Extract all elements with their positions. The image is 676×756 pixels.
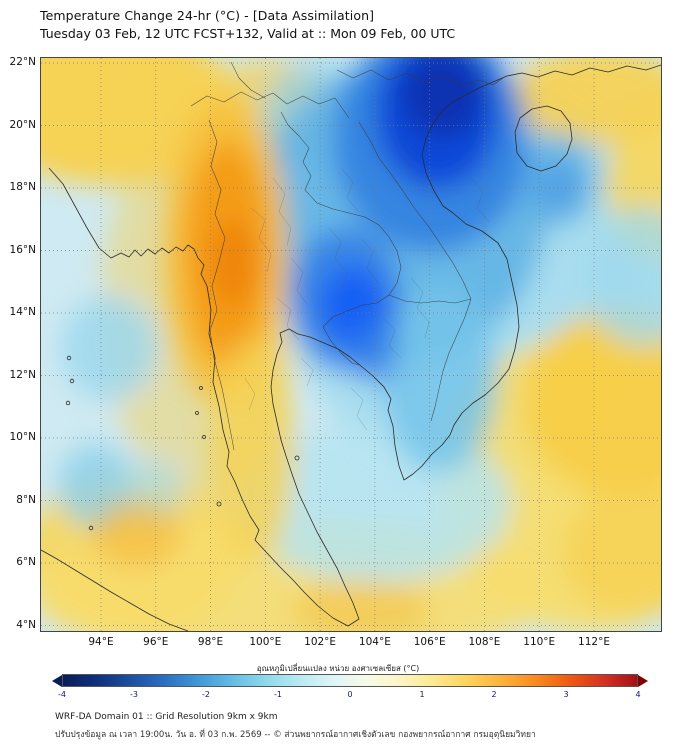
lon-tick-label: 94°E — [88, 636, 114, 648]
colorbar-tick-label: -2 — [202, 690, 210, 699]
colorbar-tick-label: 0 — [347, 690, 353, 699]
border-cambodia-laos — [388, 294, 472, 304]
colorbar-spacer — [40, 674, 52, 687]
province-borders — [244, 137, 490, 431]
colorbar-tick-label: -1 — [274, 690, 282, 699]
lat-tick-label: 4°N — [16, 618, 36, 631]
island — [216, 501, 222, 507]
lon-tick-label: 98°E — [197, 636, 224, 648]
lon-tick-label: 112°E — [578, 636, 610, 648]
colorbar-tick-label: 2 — [491, 690, 497, 699]
lon-tick-label: 106°E — [413, 636, 446, 648]
footer-domain-info: WRF-DA Domain 01 :: Grid Resolution 9km … — [55, 712, 278, 722]
border-thailand-laos — [280, 111, 402, 306]
graticule-grid — [41, 58, 661, 631]
map-frame — [40, 57, 662, 632]
border-vietnam-china — [336, 69, 504, 87]
border-laos-vietnam — [358, 121, 472, 300]
lat-tick-label: 18°N — [9, 181, 36, 193]
map-title: Temperature Change 24-hr (°C) - [Data As… — [40, 8, 375, 23]
island — [202, 435, 206, 439]
mainland-coastline — [48, 64, 661, 627]
colorbar-right-arrow — [638, 674, 648, 687]
colorbar-tick-label: 4 — [635, 690, 641, 699]
border-myanmar-china — [230, 61, 266, 99]
colorbar-ticks: -4 -3 -2 -1 0 1 2 3 4 — [40, 690, 660, 702]
island — [294, 455, 300, 461]
sumatra-coastline — [41, 549, 189, 631]
lon-tick-label: 110°E — [523, 636, 556, 648]
colorbar-gradient — [62, 674, 638, 687]
lat-tick-label: 6°N — [16, 556, 36, 568]
lon-tick-label: 104°E — [358, 636, 391, 648]
lon-tick-label: 108°E — [468, 636, 501, 648]
map-subtitle: Tuesday 03 Feb, 12 UTC FCST+132, Valid a… — [40, 26, 456, 41]
border-thailand-cambodia — [322, 304, 364, 366]
colorbar-tick-label: -3 — [130, 690, 138, 699]
lat-tick-label: 14°N — [9, 306, 36, 318]
colorbar-tick-label: 3 — [563, 690, 569, 699]
island — [199, 386, 203, 390]
border-myanmar-thailand — [208, 119, 235, 451]
island — [69, 378, 75, 384]
island — [66, 355, 72, 361]
colorbar-tick-label: 1 — [419, 690, 425, 699]
lat-tick-label: 20°N — [9, 118, 36, 131]
temperature-field-map — [41, 58, 661, 631]
colorbar-tick-label: -4 — [58, 690, 66, 699]
country-borders — [190, 61, 504, 451]
temperature-anomaly-field — [41, 58, 661, 631]
island — [195, 411, 199, 415]
lat-tick-label: 16°N — [9, 243, 36, 256]
lon-tick-label: 102°E — [304, 636, 337, 648]
border-vietnam-cambodia — [430, 298, 472, 422]
colorbar-left-arrow — [52, 674, 62, 687]
lat-tick-label: 22°N — [9, 56, 36, 68]
island — [88, 525, 94, 531]
lon-tick-label: 100°E — [249, 636, 282, 648]
border-china-north — [190, 91, 350, 119]
footer-update-info: ปรับปรุงข้อมูล ณ เวลา 19:00น. วัน อ. ที่… — [55, 730, 536, 740]
lat-tick-label: 12°N — [9, 368, 36, 381]
island — [65, 400, 71, 406]
colorbar — [40, 674, 660, 687]
hainan-island — [514, 105, 573, 172]
lon-tick-label: 96°E — [143, 636, 169, 648]
lat-tick-label: 10°N — [9, 431, 36, 443]
lat-tick-label: 8°N — [16, 493, 36, 506]
coastlines — [41, 64, 661, 631]
colorbar-label: อุณหภูมิเปลี่ยนแปลง หน่วย องศาเซลเซียส (… — [256, 664, 420, 673]
